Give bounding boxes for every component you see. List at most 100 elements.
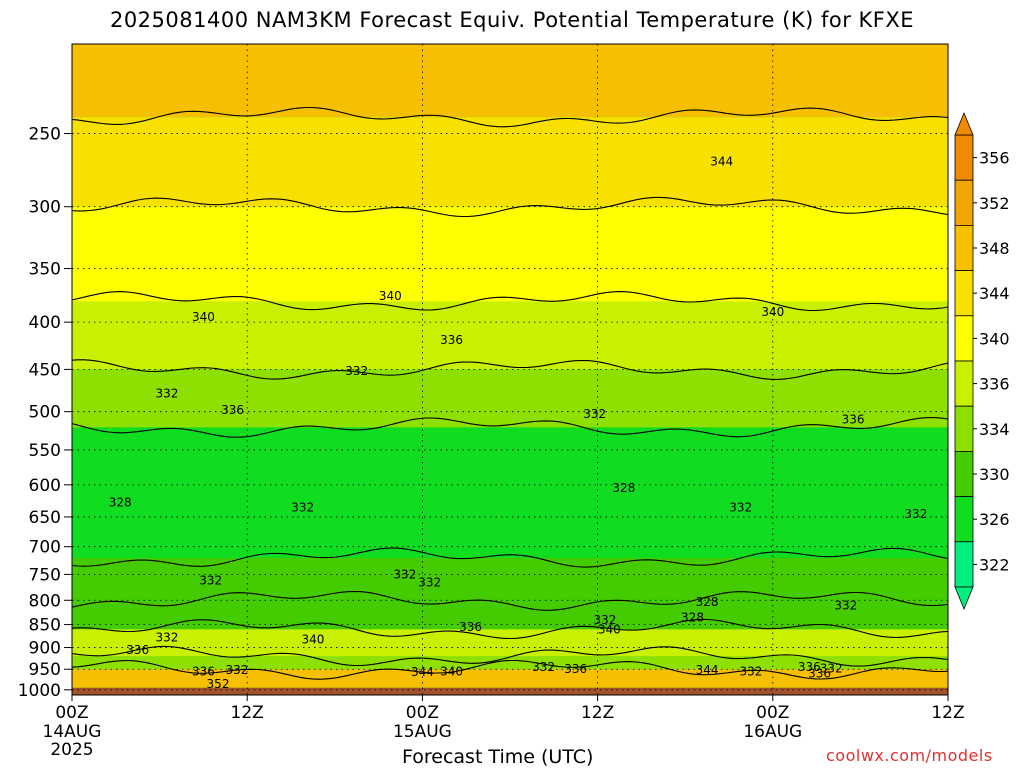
colorbar-segment [954,179,974,226]
contour-label: 332 [155,631,178,645]
contour-line-8 [72,618,948,640]
contour-label: 340 [301,632,324,646]
plot-area [72,44,948,695]
colorbar-label: 344 [979,284,1010,303]
colorbar-segment [954,496,974,543]
y-tick-label: 750 [29,565,61,585]
contour-label: 336 [440,333,463,347]
theta-e-band-4 [72,369,948,428]
x-tick-sublabel: 15AUG [393,722,452,742]
theta-e-band-10 [72,669,948,688]
theta-e-band-6 [72,557,948,601]
contour-label: 332 [418,575,441,589]
x-tick-label: 00Z [55,703,88,723]
colorbar-label: 340 [979,329,1010,348]
contour-line-2 [72,196,948,218]
contour-label: 336 [798,660,821,674]
y-tick-label: 250 [29,125,61,145]
x-tick-label: 12Z [231,703,264,723]
contour-line-7 [72,590,948,611]
contour-line-9 [72,645,948,667]
chart-title: 2025081400 NAM3KM Forecast Equiv. Potent… [109,8,915,32]
x-tick-label: 12Z [581,703,614,723]
contour-label: 336 [221,403,244,417]
colorbar-label: 352 [979,194,1010,213]
colorbar-segment [954,315,974,362]
contour-line-1 [72,106,948,128]
x-tick-sublabel: 2025 [50,740,93,760]
contour-line-10 [72,659,948,680]
y-tick-label: 550 [29,441,61,461]
colorbar-label: 322 [979,555,1010,574]
contour-label: 332 [820,661,843,675]
contour-label: 336 [842,413,865,427]
gridlines [72,44,948,695]
contour-label: 340 [761,305,784,319]
contour-label: 340 [192,310,215,324]
y-tick-label: 300 [29,198,61,218]
theta-e-band-1 [72,117,948,207]
contour-label: 336 [192,664,215,678]
contour-label: 332 [729,501,752,515]
contour-label: 332 [593,613,616,627]
x-axis-title: Forecast Time (UTC) [402,746,594,768]
contour-label: 332 [583,407,606,421]
colorbar: 356 352 348 344 340 336 334 330 326 322 [954,111,1010,611]
colorbar-label: 330 [979,465,1010,484]
y-tick-label: 400 [29,313,61,333]
contour-label: 340 [440,664,463,678]
contour-label: 332 [291,501,314,515]
contour-line-3 [72,291,948,312]
theta-e-band-0 [72,44,948,118]
ground-band [72,687,948,695]
colorbar-segment [954,360,974,407]
colorbar-segment [954,405,974,452]
colorbar-segment [954,134,974,181]
x-tick-label: 00Z [756,703,789,723]
y-tick-label: 850 [29,616,61,636]
theta-e-band-8 [72,629,948,657]
y-axis: 250 300 350 400 450 500 550 600 650 700 750 800 850 9… [18,125,72,701]
colorbar-label: 334 [979,420,1010,439]
y-tick-label: 950 [29,660,61,680]
contour-label: 332 [904,507,927,521]
contour-label: 332 [739,664,762,678]
credit-link[interactable]: coolwx.com/models [826,746,993,765]
colorbar-label: 326 [979,510,1010,529]
y-tick-label: 900 [29,639,61,659]
contour-label: 328 [696,595,719,609]
colorbar-segment [954,270,974,317]
contour-label: 352 [207,677,230,691]
contour-label: 332 [532,660,555,674]
colorbar-segment [954,450,974,497]
theta-e-band-9 [72,656,948,670]
contour-label: 332 [345,364,368,378]
theta-e-band-7 [72,600,948,630]
contour-label: 344 [411,665,434,679]
contour-label: 332 [155,387,178,401]
colorbar-label: 356 [979,149,1010,168]
contour-label: 336 [564,662,587,676]
y-tick-label: 650 [29,508,61,528]
y-tick-label: 800 [29,591,61,611]
y-tick-label: 600 [29,476,61,496]
colorbar-label: 336 [979,375,1010,394]
x-tick-sublabel: 14AUG [43,722,102,742]
contour-label: 340 [379,289,402,303]
colorbar-bottom-arrow [954,586,974,611]
contour-label: 336 [808,666,831,680]
contour-label: 344 [710,154,733,168]
x-tick-sublabel: 16AUG [743,722,802,742]
y-tick-label: 1000 [18,681,61,701]
contour-label: 332 [226,663,249,677]
contour-label: 344 [696,663,719,677]
contour-label: 328 [109,496,132,510]
theta-e-band-2 [72,206,948,302]
colorbar-segment [954,541,974,588]
theta-e-band-3 [72,301,948,370]
theta-e-band-5 [72,427,948,558]
contour-label: 332 [834,598,857,612]
